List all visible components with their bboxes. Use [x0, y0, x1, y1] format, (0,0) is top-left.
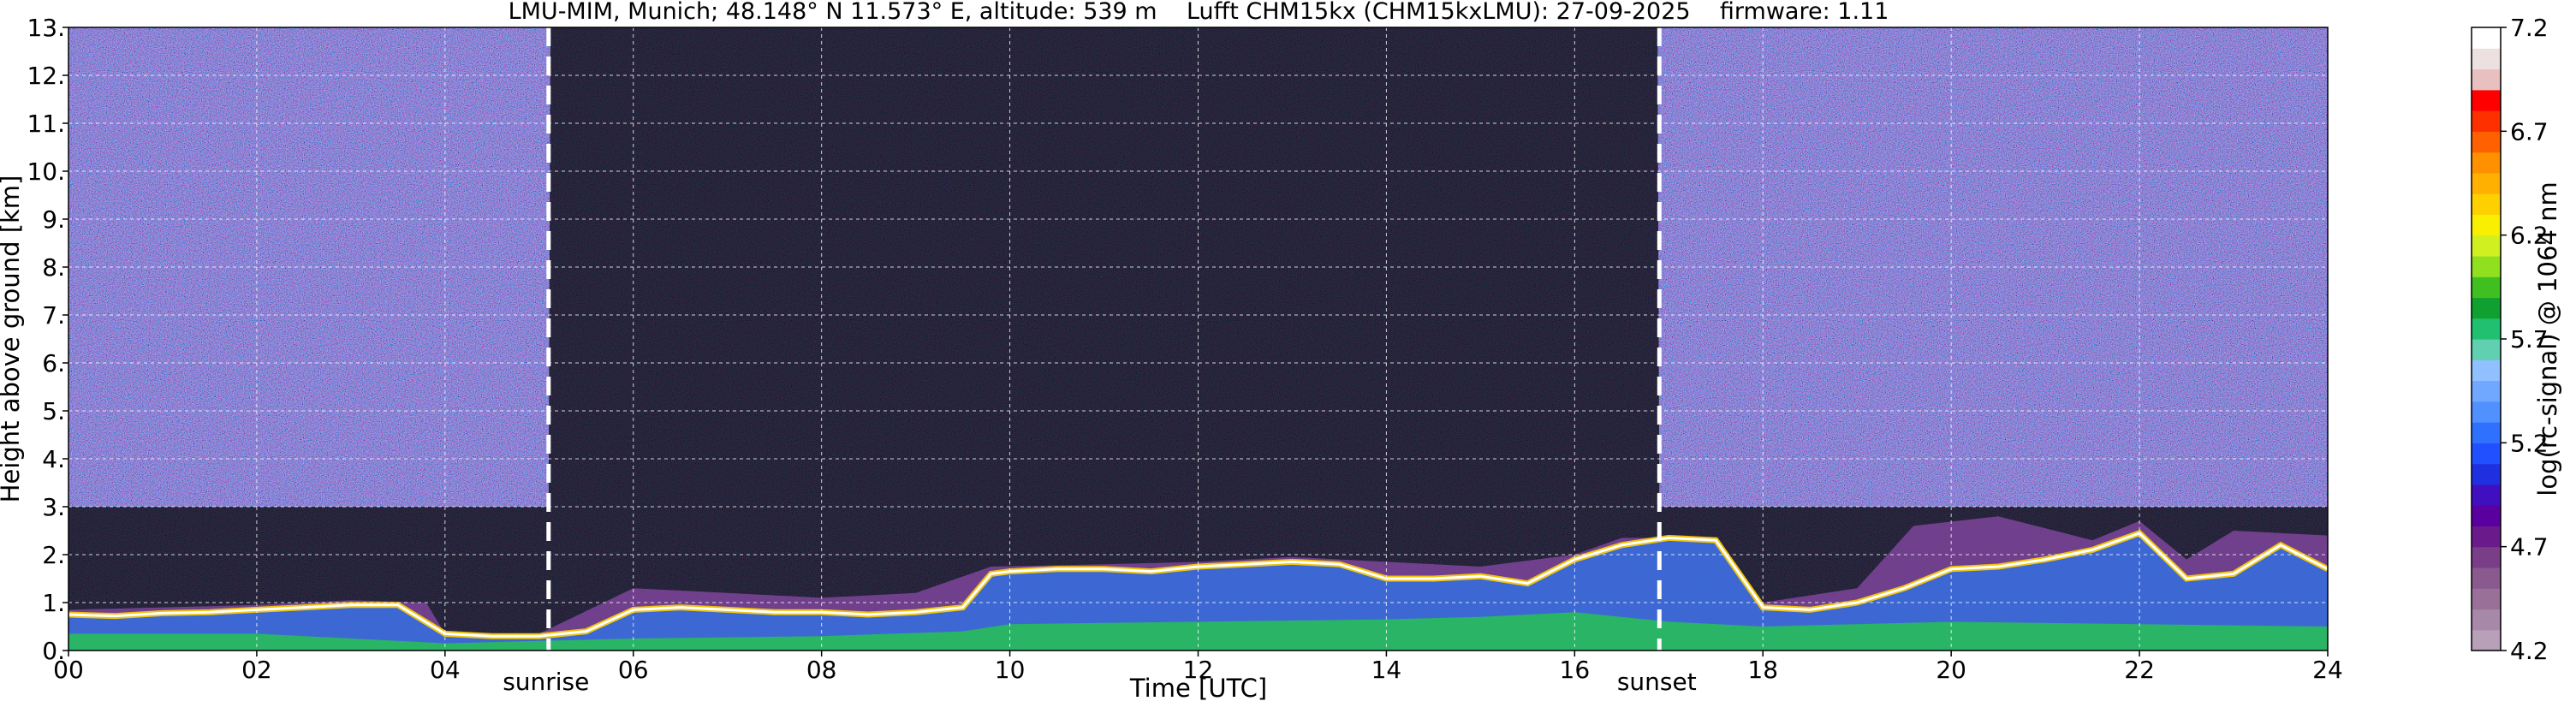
colorbar-segment [2472, 422, 2501, 443]
colorbar-segment [2472, 255, 2501, 277]
colorbar-segment [2472, 443, 2501, 465]
colorbar-segment [2472, 27, 2501, 49]
x-tick-label: 10 [995, 656, 1026, 684]
colorbar-segment [2472, 276, 2501, 299]
y-tick-label: 10. [27, 157, 65, 186]
sunset-label: sunset [1617, 668, 1697, 696]
x-tick-label: 02 [241, 656, 272, 684]
sunrise-label: sunrise [503, 668, 589, 696]
colorbar-segment [2472, 463, 2501, 485]
colorbar-segment [2472, 318, 2501, 340]
colorbar-segment [2472, 339, 2501, 360]
y-tick-label: 11. [27, 110, 65, 138]
x-tick-label: 04 [430, 656, 461, 684]
x-tick-label: 06 [618, 656, 649, 684]
colorbar-segment [2472, 401, 2501, 423]
y-tick-label: 2. [42, 541, 65, 569]
colorbar-segment [2472, 68, 2501, 91]
colorbar: 4.2 4.7 5.2 5.7 6.2 6.7 7.2 [2471, 14, 2549, 665]
colorbar-segment [2472, 172, 2501, 194]
y-tick-label: 0. [42, 637, 65, 665]
colorbar-segment [2472, 131, 2501, 153]
colorbar-tick-label: 6.2 [2510, 222, 2549, 250]
x-tick-label: 12 [1183, 656, 1214, 684]
colorbar-segment [2472, 359, 2501, 382]
colorbar-segment [2472, 629, 2501, 651]
x-axis: 00 02 04 06 08 10 12 14 16 18 20 22 24 [53, 651, 2343, 684]
colorbar-tick-label: 5.7 [2510, 325, 2549, 354]
cloud-base-line [68, 532, 2328, 638]
y-tick-label: 5. [42, 397, 65, 425]
colorbar-segment [2472, 505, 2501, 526]
colorbar-segment [2472, 297, 2501, 319]
colorbar-tick-label: 7.2 [2510, 14, 2549, 42]
x-tick-label: 16 [1560, 656, 1591, 684]
colorbar-tick-label: 6.7 [2510, 117, 2549, 146]
x-tick-label: 18 [1747, 656, 1778, 684]
plot-area [68, 27, 2328, 651]
colorbar-tick-label: 5.2 [2510, 429, 2549, 457]
y-tick-label: 7. [42, 301, 65, 330]
x-tick-label: 08 [806, 656, 837, 684]
colorbar-segment [2472, 152, 2501, 174]
y-tick-label: 4. [42, 445, 65, 473]
x-tick-label: 24 [2312, 656, 2343, 684]
colorbar-tick-label: 4.2 [2510, 637, 2549, 665]
colorbar-segment [2472, 214, 2501, 236]
y-tick-label: 1. [42, 589, 65, 617]
y-tick-label: 9. [42, 205, 65, 234]
x-axis-label: Time [UTC] [1129, 674, 1267, 703]
colorbar-segment [2472, 89, 2501, 111]
colorbar-segment [2472, 567, 2501, 589]
colorbar-segment [2472, 380, 2501, 402]
colorbar-segment [2472, 193, 2501, 215]
chart-title: LMU-MIM, Munich; 48.148° N 11.573° E, al… [509, 0, 1889, 25]
grid-lines [68, 27, 2328, 651]
y-axis: 0. 1. 2. 3. 4. 5. 6. 7. 8. 9. 10. 11. 12. 13. [27, 14, 68, 665]
colorbar-segment [2472, 526, 2501, 548]
colorbar-segment [2472, 588, 2501, 610]
y-axis-label: Height above ground [km] [0, 175, 25, 503]
y-tick-label: 12. [27, 62, 65, 90]
colorbar-segment [2472, 609, 2501, 631]
colorbar-segment [2472, 235, 2501, 257]
y-tick-label: 6. [42, 349, 65, 377]
colorbar-segment [2472, 48, 2501, 70]
x-tick-label: 00 [53, 656, 84, 684]
y-tick-label: 3. [42, 493, 65, 521]
y-tick-label: 13. [27, 14, 65, 42]
x-tick-label: 14 [1371, 656, 1402, 684]
colorbar-segment [2472, 546, 2501, 568]
colorbar-tick-label: 4.7 [2510, 533, 2549, 561]
colorbar-segment [2472, 484, 2501, 506]
x-tick-label: 20 [1936, 656, 1966, 684]
x-tick-label: 22 [2124, 656, 2155, 684]
colorbar-segment [2472, 110, 2501, 132]
colorbar-label: log(rc-signal) @ 1064 nm [2533, 181, 2562, 496]
y-tick-label: 8. [42, 253, 65, 282]
